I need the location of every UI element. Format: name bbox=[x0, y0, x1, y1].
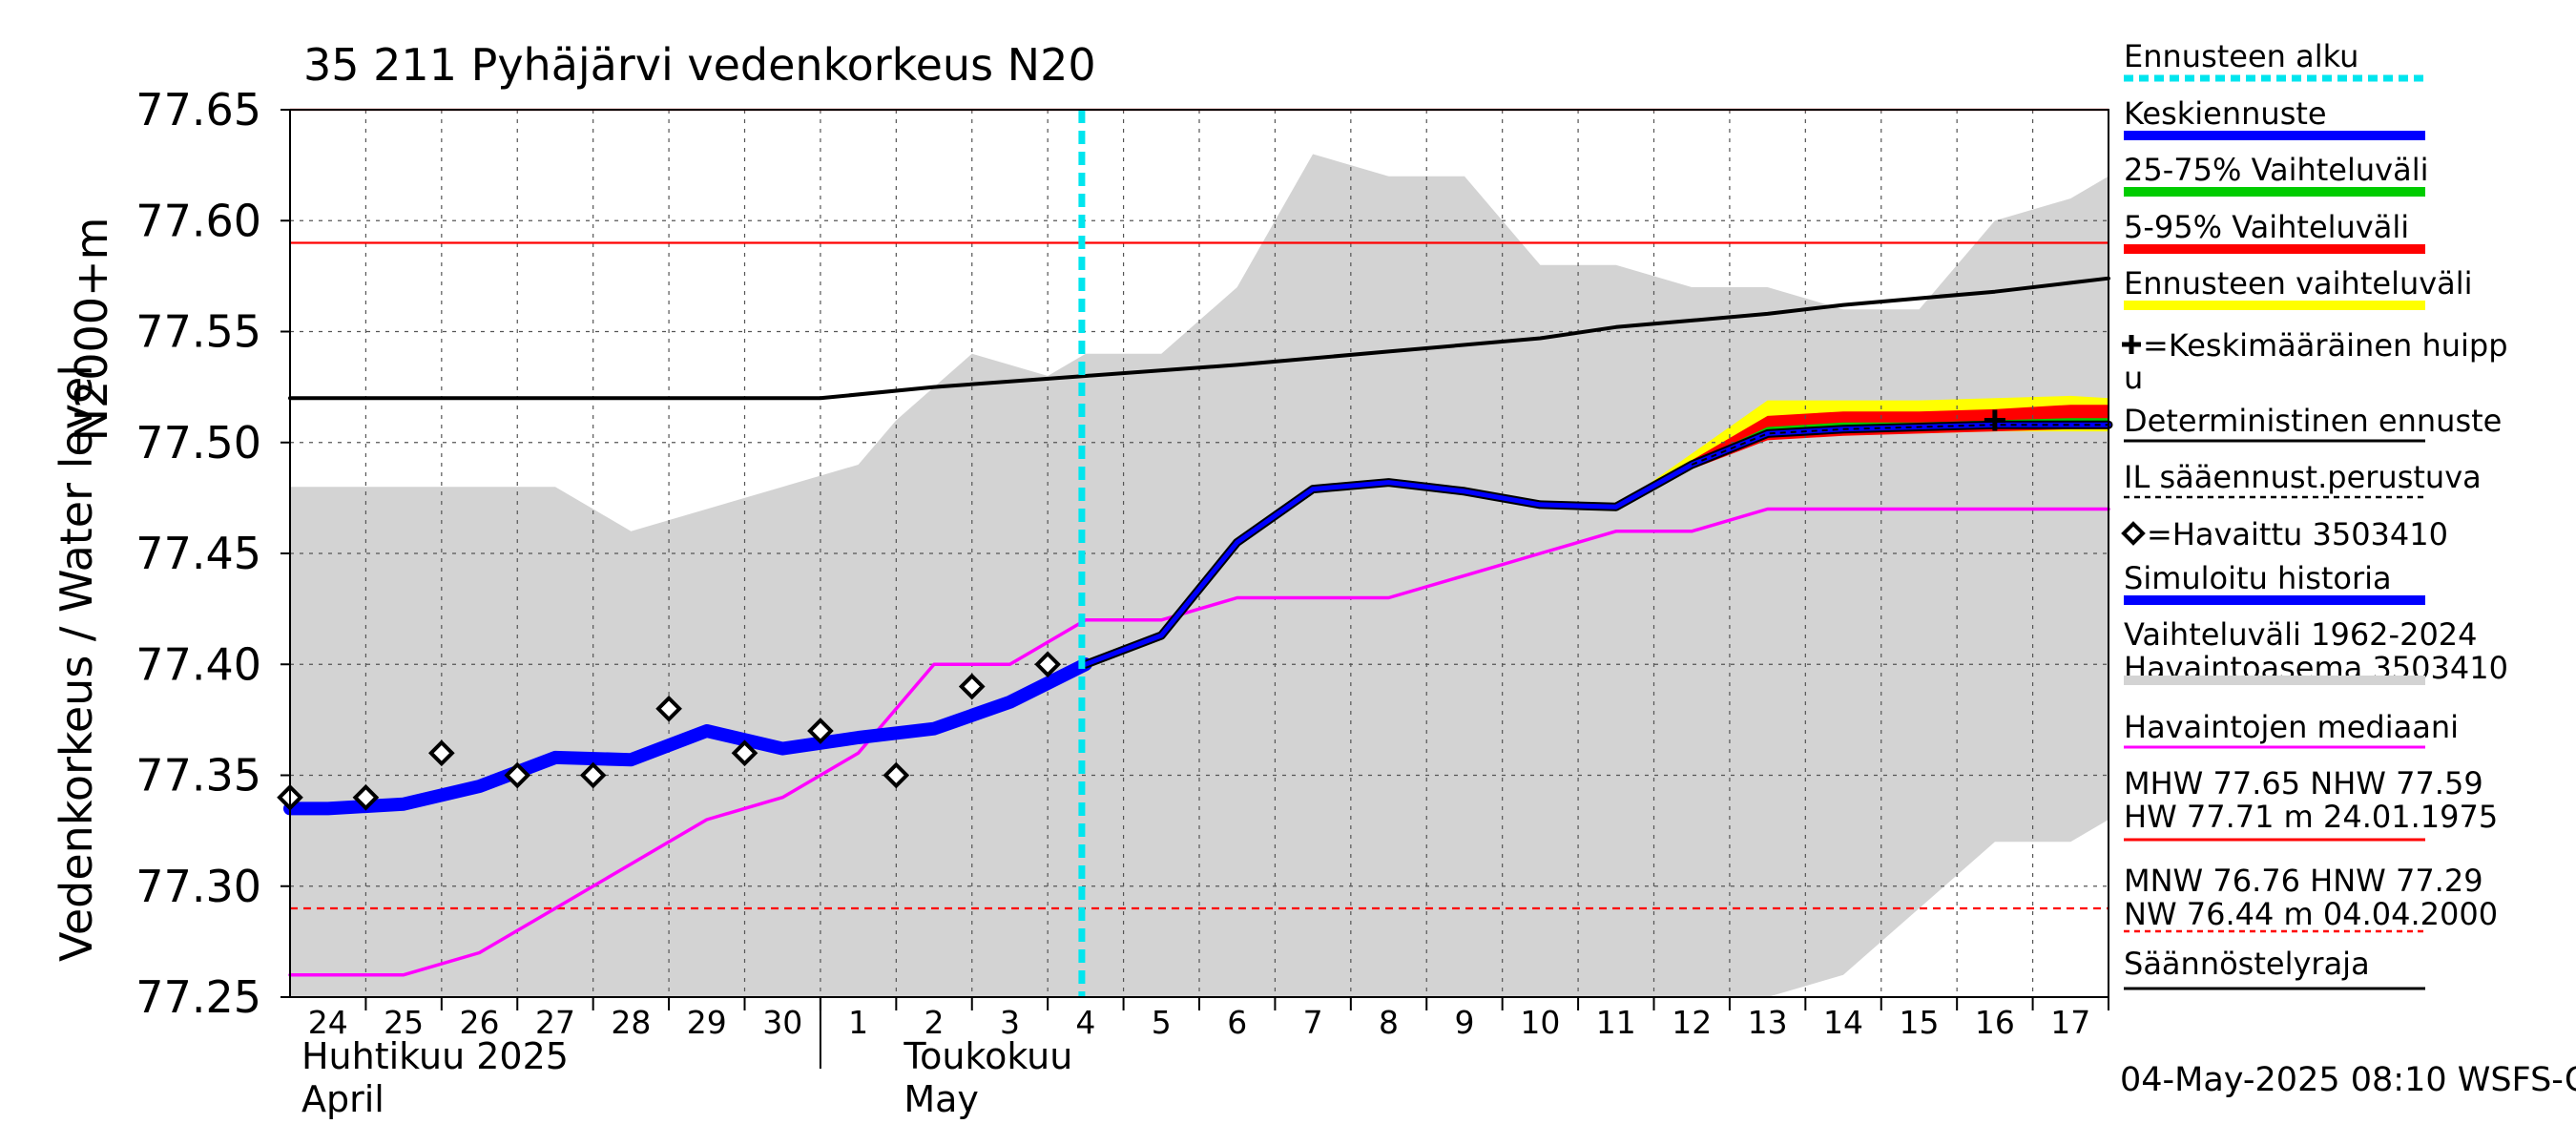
observed-median-line bbox=[288, 507, 2110, 977]
x-tick-label: 4 bbox=[1075, 1004, 1095, 1041]
chart-title: 35 211 Pyhäjärvi vedenkorkeus N20 bbox=[303, 39, 1096, 91]
legend-label: Vaihteluväli 1962-2024 bbox=[2124, 616, 2478, 653]
x-tick-label: 3 bbox=[1000, 1004, 1020, 1041]
y-tick-label: 77.50 bbox=[135, 417, 261, 468]
x-tick-label: 5 bbox=[1152, 1004, 1172, 1041]
x-tick-label: 30 bbox=[762, 1004, 802, 1041]
mean-peak-marker bbox=[1984, 409, 2005, 431]
x-tick-label: 2 bbox=[924, 1004, 945, 1041]
il-weather-forecast-line bbox=[1691, 424, 2109, 466]
y-axis-label: Vedenkorkeus / Water level bbox=[51, 364, 102, 962]
x-tick-label: 9 bbox=[1454, 1004, 1474, 1041]
legend-label: Keskiennuste bbox=[2124, 95, 2327, 132]
observed-point bbox=[428, 739, 455, 767]
regulation-limit-line bbox=[288, 276, 2110, 401]
x-tick-label: 16 bbox=[1975, 1004, 2015, 1041]
historical-range-band bbox=[290, 154, 2109, 997]
legend-label: Havaintojen mediaani bbox=[2124, 709, 2459, 745]
x-tick-label: 26 bbox=[460, 1004, 500, 1041]
y-tick-label: 77.30 bbox=[135, 861, 261, 912]
observed-point bbox=[655, 695, 682, 722]
legend-label: Säännöstelyraja bbox=[2124, 946, 2370, 982]
y-tick-label: 77.60 bbox=[135, 195, 261, 246]
x-tick-label: 7 bbox=[1303, 1004, 1323, 1041]
observed-point bbox=[731, 739, 758, 767]
range-5-95-band bbox=[1615, 405, 2109, 508]
observed-point bbox=[352, 783, 380, 811]
legend-label-continued: NW 76.44 m 04.04.2000 bbox=[2124, 896, 2498, 932]
x-tick-label: 25 bbox=[384, 1004, 424, 1041]
range-25-75-band bbox=[1615, 418, 2109, 508]
legend-label: MHW 77.65 NHW 77.59 bbox=[2124, 765, 2483, 802]
y-tick-label: 77.45 bbox=[135, 528, 261, 579]
y-tick-label: 77.35 bbox=[135, 750, 261, 802]
observed-point bbox=[958, 673, 986, 700]
month-label-en: April bbox=[301, 1078, 384, 1120]
observed-point bbox=[883, 761, 910, 789]
legend-diamond-icon bbox=[2121, 521, 2146, 546]
legend-label: Ennusteen alku bbox=[2124, 38, 2358, 74]
observed-point bbox=[1034, 651, 1061, 678]
legend-label: Ennusteen vaihteluväli bbox=[2124, 265, 2473, 302]
legend-label: 5-95% Vaihteluväli bbox=[2124, 209, 2409, 245]
x-tick-label: 13 bbox=[1748, 1004, 1788, 1041]
legend-label-continued: HW 77.71 m 24.01.1975 bbox=[2124, 799, 2498, 835]
simulated-history-line bbox=[283, 657, 1092, 816]
markers-layer bbox=[277, 409, 2005, 811]
legend: Ennusteen alku Keskiennuste 25-75% Vaihtel… bbox=[2121, 38, 2508, 990]
x-tick-label: 12 bbox=[1672, 1004, 1712, 1041]
y-axis-unit-label: N2000+m bbox=[66, 218, 117, 442]
observed-point bbox=[504, 761, 531, 789]
legend-label: IL sääennust.perustuva bbox=[2124, 459, 2482, 495]
x-tick-label: 14 bbox=[1823, 1004, 1863, 1041]
month-label: Huhtikuu 2025 bbox=[301, 1035, 569, 1077]
month-label: Toukokuu bbox=[903, 1035, 1072, 1077]
x-tick-label: 15 bbox=[1899, 1004, 1939, 1041]
legend-label: =Keskimääräinen huipp bbox=[2143, 327, 2508, 364]
x-tick-label: 17 bbox=[2050, 1004, 2090, 1041]
series-lines-layer bbox=[283, 110, 2113, 997]
plot-area bbox=[277, 108, 2113, 998]
legend-label: Simuloitu historia bbox=[2124, 560, 2392, 596]
axes-layer: 77.25 77.30 77.35 77.40 77.45 77.50 77.55 77.60… bbox=[135, 84, 2109, 1120]
legend-label: Deterministinen ennuste bbox=[2124, 403, 2502, 439]
x-tick-label: 6 bbox=[1227, 1004, 1247, 1041]
legend-cross-icon bbox=[2122, 335, 2141, 354]
y-tick-label: 77.55 bbox=[135, 306, 261, 358]
footer-timestamp: 04-May-2025 08:10 WSFS-O bbox=[2120, 1061, 2576, 1099]
x-tick-label: 28 bbox=[611, 1004, 651, 1041]
x-tick-label: 11 bbox=[1596, 1004, 1636, 1041]
month-label-en: May bbox=[904, 1078, 979, 1120]
x-tick-label: 1 bbox=[848, 1004, 868, 1041]
observed-point bbox=[807, 718, 834, 744]
x-tick-label: 27 bbox=[535, 1004, 575, 1041]
y-tick-label: 77.40 bbox=[135, 638, 261, 690]
y-tick-label: 77.65 bbox=[135, 84, 261, 135]
legend-label-continued: u bbox=[2124, 360, 2143, 396]
x-tick-label: 29 bbox=[687, 1004, 727, 1041]
legend-label: =Havaittu 3503410 bbox=[2147, 516, 2448, 552]
x-tick-label: 8 bbox=[1379, 1004, 1399, 1041]
legend-label: MNW 76.76 HNW 77.29 bbox=[2124, 863, 2483, 899]
x-tick-label: 24 bbox=[308, 1004, 348, 1041]
x-tick-label: 10 bbox=[1520, 1004, 1560, 1041]
y-tick-label: 77.25 bbox=[135, 971, 261, 1023]
observed-point bbox=[579, 761, 607, 789]
legend-label: 25-75% Vaihteluväli bbox=[2124, 152, 2428, 188]
